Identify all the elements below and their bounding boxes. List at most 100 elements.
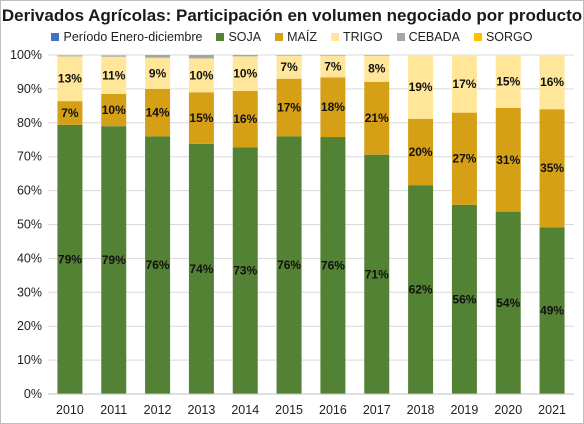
data-label: 76% xyxy=(277,258,301,272)
bar-segment xyxy=(364,154,390,394)
x-tick-label: 2011 xyxy=(100,403,127,417)
data-label: 71% xyxy=(365,267,389,281)
bar-segment xyxy=(57,56,83,102)
y-tick-label: 60% xyxy=(17,184,42,198)
bar-segment xyxy=(539,109,565,228)
data-label: 10% xyxy=(102,103,126,117)
data-label: 10% xyxy=(233,67,257,81)
legend-item: SORGO xyxy=(473,30,533,44)
data-label: 9% xyxy=(149,66,167,80)
bar-segment xyxy=(451,112,477,205)
bar-segment xyxy=(320,55,346,56)
bar-segment xyxy=(57,55,83,56)
data-label: 76% xyxy=(321,259,345,273)
legend-item: MAÍZ xyxy=(275,30,317,44)
data-label: 16% xyxy=(233,112,257,126)
bar-segment xyxy=(232,55,258,57)
chart-legend: Período Enero-diciembre SOJA MAÍZ TRIGO CEBA… xyxy=(0,30,584,44)
bar-segment xyxy=(364,81,390,155)
x-tick-label: 2018 xyxy=(407,403,435,417)
data-label: 17% xyxy=(277,101,301,115)
legend-label: CEBADA xyxy=(408,30,460,44)
bar-segment xyxy=(451,204,477,394)
bar-segment xyxy=(101,55,127,56)
data-label: 79% xyxy=(102,253,126,267)
bar-segment xyxy=(276,55,302,56)
legend-swatch xyxy=(330,33,339,41)
bar-segment xyxy=(101,55,127,57)
bar-segment xyxy=(495,55,521,108)
data-label: 16% xyxy=(540,75,564,89)
bar-segment xyxy=(188,55,214,59)
bar-segment xyxy=(232,147,258,394)
data-label: 21% xyxy=(365,111,389,125)
bar-segment xyxy=(495,211,521,394)
data-label: 27% xyxy=(452,152,476,166)
y-tick-label: 10% xyxy=(17,353,42,367)
data-label: 15% xyxy=(189,111,213,125)
bar-segment xyxy=(408,55,434,119)
legend-item: SOJA xyxy=(216,30,261,44)
x-tick-label: 2020 xyxy=(494,403,522,417)
bar-segment xyxy=(408,118,434,186)
legend-item: TRIGO xyxy=(330,30,383,44)
legend-label: SORGO xyxy=(485,30,533,44)
data-label: 10% xyxy=(189,68,213,82)
x-tick-label: 2013 xyxy=(188,403,216,417)
bar-segment xyxy=(145,136,171,395)
legend-swatch xyxy=(396,33,405,41)
data-label: 76% xyxy=(146,258,170,272)
bar-segment xyxy=(451,55,477,113)
bar-segment xyxy=(320,137,346,394)
bar-segment xyxy=(364,55,390,56)
data-label: 19% xyxy=(409,80,433,94)
legend-label: TRIGO xyxy=(342,30,383,44)
data-label: 7% xyxy=(280,60,298,74)
bar-segment xyxy=(276,78,302,137)
chart-title: Derivados Agrícolas: Participación en vo… xyxy=(1,6,583,25)
data-label: 13% xyxy=(58,72,82,86)
data-label: 14% xyxy=(146,106,170,120)
bar-segment xyxy=(101,93,127,127)
data-label: 73% xyxy=(233,264,257,278)
y-tick-label: 50% xyxy=(17,218,42,232)
data-label: 35% xyxy=(540,161,564,175)
x-tick-label: 2017 xyxy=(363,403,391,417)
bar-segment xyxy=(408,185,434,394)
x-tick-label: 2012 xyxy=(144,403,172,417)
y-tick-label: 20% xyxy=(17,319,42,333)
bar-segment xyxy=(101,126,127,394)
legend-item: Período Enero-diciembre xyxy=(51,30,202,44)
legend-swatch xyxy=(51,33,60,41)
data-label: 54% xyxy=(496,296,520,310)
y-tick-label: 0% xyxy=(24,387,42,401)
bar-segment xyxy=(145,88,171,137)
data-label: 8% xyxy=(368,62,386,76)
bar-segment xyxy=(320,55,346,78)
bar-segment xyxy=(364,55,390,82)
data-label: 18% xyxy=(321,100,345,114)
bar-segment xyxy=(539,55,565,110)
data-label: 15% xyxy=(496,74,520,88)
legend-label: Período Enero-diciembre xyxy=(63,30,203,44)
y-tick-label: 100% xyxy=(10,48,42,62)
bar-segment xyxy=(188,143,214,394)
legend-swatch xyxy=(473,33,482,41)
bar-segment xyxy=(145,57,171,89)
x-tick-label: 2015 xyxy=(275,403,303,417)
data-label: 7% xyxy=(324,60,342,74)
bar-segment xyxy=(57,55,83,57)
bar-segment xyxy=(232,90,258,148)
bar-segment xyxy=(101,56,127,94)
data-label: 62% xyxy=(409,283,433,297)
bar-segment xyxy=(539,227,565,394)
legend-label: MAÍZ xyxy=(287,30,317,44)
y-tick-label: 90% xyxy=(17,82,42,96)
data-label: 49% xyxy=(540,304,564,318)
data-label: 17% xyxy=(452,77,476,91)
bar-segment xyxy=(320,77,346,138)
data-label: 31% xyxy=(496,153,520,167)
data-label: 7% xyxy=(61,106,79,120)
x-tick-label: 2014 xyxy=(231,403,259,417)
x-tick-label: 2010 xyxy=(56,403,84,417)
